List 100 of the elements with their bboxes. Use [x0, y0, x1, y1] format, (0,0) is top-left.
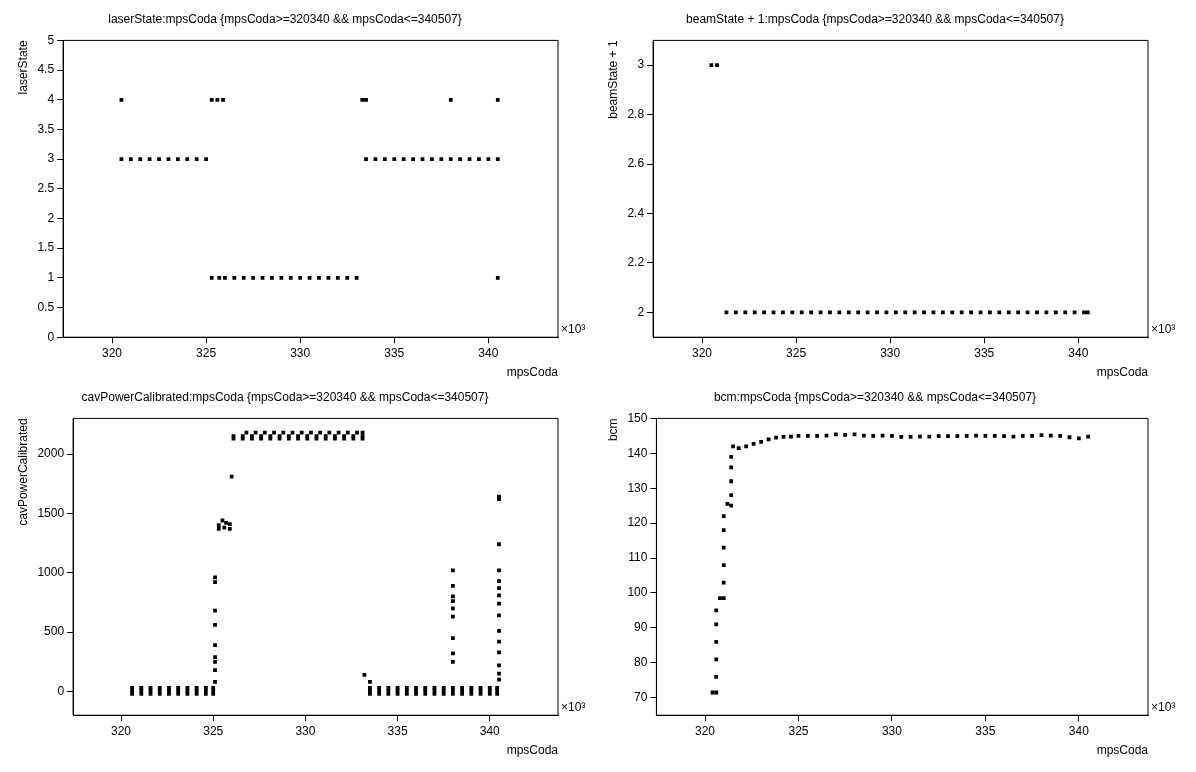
x-tick-label: 340: [478, 345, 499, 360]
y-tick-label: 0: [57, 683, 65, 698]
point: [317, 275, 321, 280]
point: [373, 157, 378, 161]
point: [364, 157, 368, 161]
point: [411, 157, 415, 161]
text: ×10³: [561, 321, 586, 336]
point: [204, 157, 208, 161]
point: [495, 157, 500, 161]
y-tick-label: 140: [627, 445, 648, 460]
point: [232, 275, 237, 280]
x-tick-label: 335: [384, 345, 405, 360]
point: [354, 275, 359, 280]
point: [360, 97, 365, 102]
y-tick-label: 3: [47, 151, 55, 166]
y-tick-label: 3: [637, 57, 645, 72]
point: [194, 157, 199, 161]
point: [495, 275, 500, 280]
chart-title: cavPowerCalibrated:mpsCoda {mpsCoda>=320340 && mpsCoda<=340507}: [81, 389, 489, 404]
y-tick-label: 2: [47, 210, 55, 225]
y-tick-label: 150: [627, 410, 648, 425]
x-tick-label: 340: [479, 723, 501, 738]
point: [223, 275, 227, 280]
point: [458, 157, 463, 161]
y-tick-label: 3.5: [37, 121, 55, 136]
y-tick-label: 100: [627, 585, 648, 600]
y-tick-label: 1: [47, 270, 55, 285]
y-tick-label: 2.4: [627, 205, 645, 220]
y-tick-label: 2.6: [627, 156, 645, 171]
y-tick-label: 120: [627, 515, 648, 530]
point: [307, 275, 312, 280]
point: [209, 275, 214, 280]
x-tick-label: 325: [196, 345, 217, 360]
text: ×10³: [1151, 699, 1176, 714]
y-tick-label: 1500: [37, 505, 65, 520]
point: [138, 157, 143, 161]
y-tick-label: 2: [637, 304, 645, 319]
point: [345, 275, 350, 280]
point: [221, 97, 225, 102]
x-tick-label: 335: [975, 723, 996, 738]
x-tick-label: 320: [111, 723, 132, 738]
x-tick-label: 330: [881, 723, 903, 738]
point: [401, 157, 406, 161]
point: [486, 157, 491, 161]
point: [270, 275, 274, 280]
x-tick-label: 330: [295, 723, 316, 738]
x-tick-label: 340: [1068, 723, 1090, 738]
point: [288, 275, 293, 280]
point: [241, 275, 246, 280]
point: [326, 275, 331, 280]
x-tick-label: 325: [788, 723, 809, 738]
point: [251, 275, 256, 280]
point: [217, 275, 222, 280]
x-tick-label: 325: [786, 345, 807, 360]
point: [495, 97, 500, 102]
y-tick-label: 1000: [37, 565, 65, 580]
y-tick-label: 80: [634, 655, 648, 670]
point: [185, 157, 190, 161]
y-tick-label: 90: [634, 620, 648, 635]
chart-title: beamState + 1:mpsCoda {mpsCoda>=320340 && mpsCoda<=340507}: [686, 11, 1064, 26]
point: [119, 97, 124, 102]
text: ×10³: [1151, 321, 1176, 336]
y-tick-label: 0.5: [37, 299, 55, 314]
x-tick-label: 320: [695, 723, 716, 738]
x-tick-label: 320: [101, 345, 123, 360]
y-tick-label: 110: [628, 550, 648, 565]
x-tick-label: 330: [880, 345, 901, 360]
y-axis-title: cavPowerCalibrated: [15, 418, 30, 526]
point: [215, 97, 220, 102]
x-tick-label: 325: [203, 723, 224, 738]
chart-title: bcm:mpsCoda {mpsCoda>=320340 && mpsCoda<=340507}: [713, 389, 1037, 404]
point: [147, 157, 152, 161]
x-axis-title: mpsCoda: [1096, 365, 1149, 380]
x-axis-title: mpsCoda: [506, 365, 559, 380]
y-axis-title: beamState + 1: [605, 40, 620, 119]
point: [439, 157, 444, 161]
y-tick-label: 2.8: [627, 106, 645, 121]
point: [128, 157, 133, 161]
point: [209, 97, 214, 102]
y-axis-title: laserState: [15, 40, 30, 95]
y-tick-label: 1.5: [37, 240, 55, 255]
y-tick-label: 2.2: [627, 255, 645, 270]
point: [477, 157, 481, 161]
point: [364, 97, 368, 102]
x-tick-label: 320: [691, 345, 713, 360]
point: [392, 157, 397, 161]
y-tick-label: 4.5: [37, 62, 55, 77]
y-tick-label: 500: [44, 624, 65, 639]
x-tick-label: 330: [290, 345, 311, 360]
y-tick-label: 70: [634, 690, 648, 705]
point: [430, 157, 434, 161]
point: [119, 157, 124, 161]
point: [279, 275, 284, 280]
point: [382, 157, 387, 161]
point: [420, 157, 425, 161]
y-tick-label: 0: [47, 329, 55, 344]
chart-title: laserState:mpsCoda {mpsCoda>=320340 && mpsCoda<=340507}: [108, 11, 462, 26]
point: [260, 275, 265, 280]
point: [448, 157, 453, 161]
y-tick-label: 5: [47, 32, 55, 47]
